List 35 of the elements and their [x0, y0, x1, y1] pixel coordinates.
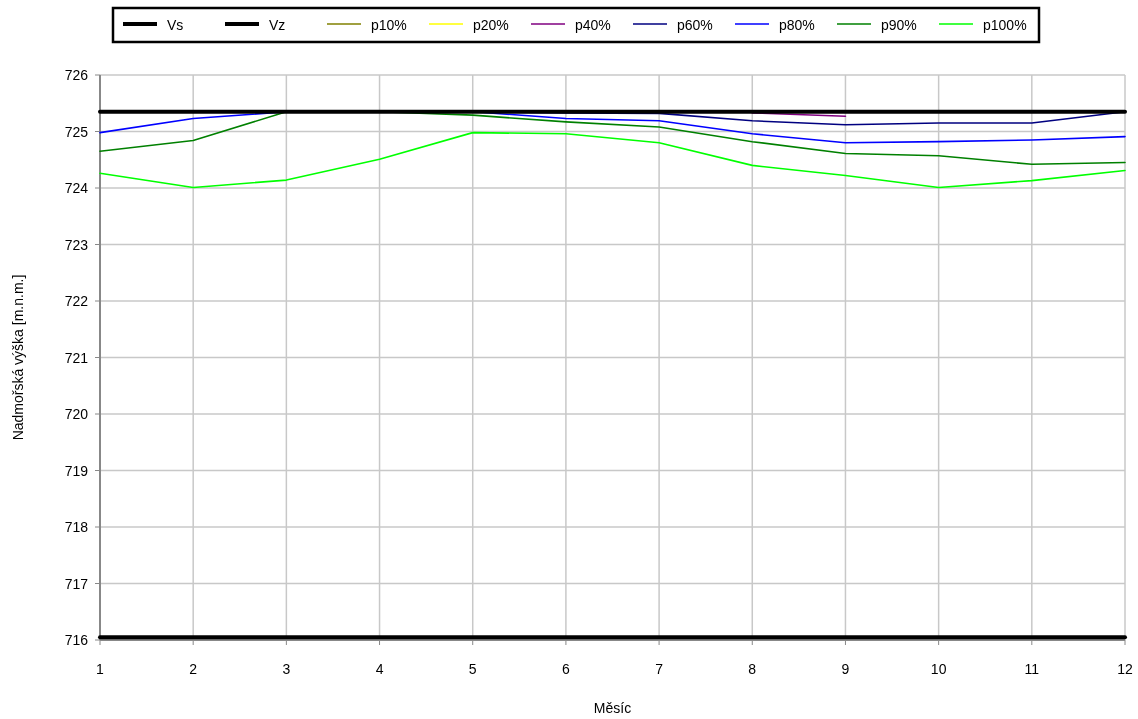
legend-label: Vz	[269, 17, 286, 33]
legend-label: p80%	[779, 17, 815, 33]
x-tick-label: 12	[1117, 661, 1133, 677]
y-tick-label: 718	[64, 519, 89, 535]
legend-label: p60%	[677, 17, 713, 33]
x-axis-title: Měsíc	[593, 700, 632, 716]
y-axis-title: Nadmořská výška [m.n.m.]	[10, 274, 26, 441]
x-tick-label: 9	[841, 661, 850, 677]
y-tick-label: 719	[64, 462, 89, 479]
legend-label: p20%	[473, 17, 509, 33]
legend-label: p40%	[575, 17, 611, 33]
y-tick-label: 721	[64, 349, 89, 366]
x-tick-label: 3	[282, 661, 291, 677]
y-tick-label: 722	[64, 293, 89, 309]
legend-label: p100%	[983, 17, 1027, 33]
y-tick-label: 725	[64, 123, 89, 140]
x-tick-label: 1	[96, 661, 105, 677]
legend-label: p10%	[371, 17, 407, 33]
x-tick-label: 10	[930, 661, 947, 677]
x-tick-label: 4	[375, 661, 384, 677]
y-tick-label: 720	[64, 406, 89, 422]
legend-label: p90%	[881, 17, 917, 33]
y-tick-label: 724	[64, 180, 89, 196]
x-tick-label: 6	[562, 661, 571, 677]
x-tick-label: 8	[748, 661, 757, 677]
y-tick-label: 726	[64, 67, 89, 83]
y-tick-label: 717	[64, 575, 89, 592]
line-series	[99, 131, 1126, 189]
x-tick-label: 7	[655, 661, 664, 677]
x-tick-label: 11	[1024, 661, 1040, 677]
y-tick-label: 723	[64, 236, 89, 253]
legend-label: Vs	[167, 17, 184, 33]
x-tick-label: 5	[468, 661, 477, 677]
x-tick-label: 2	[189, 661, 198, 677]
y-tick-label: 716	[64, 632, 89, 648]
